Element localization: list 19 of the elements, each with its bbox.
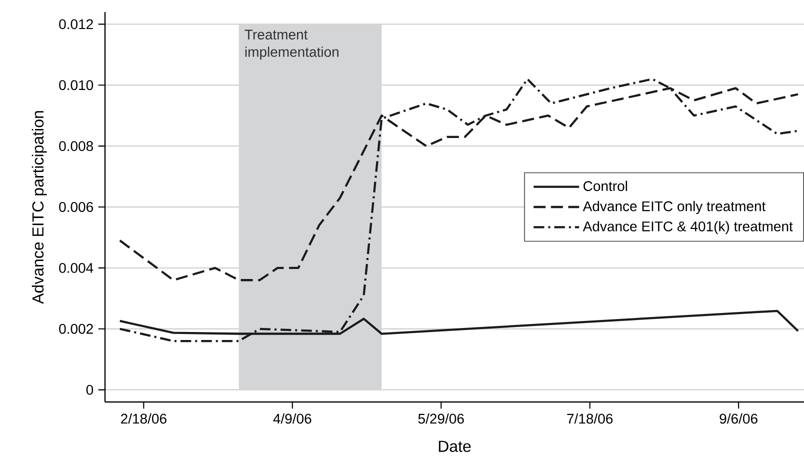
y-axis-title: Advance EITC participation (32, 111, 47, 304)
x-tick-label: 4/9/06 (273, 413, 312, 424)
legend-label: Advance EITC & 401(k) treatment (582, 221, 793, 234)
x-tick-label: 5/29/06 (418, 413, 464, 424)
y-tick-label: 0.004 (59, 262, 94, 273)
y-tick-label: 0.008 (59, 141, 94, 152)
line-series (118, 78, 800, 342)
x-tick-label: 7/18/06 (567, 413, 613, 424)
x-tick-label: 9/6/06 (720, 413, 758, 424)
y-tick-label: 0.012 (59, 19, 93, 30)
x-tick-label: 2/18/06 (121, 413, 166, 424)
legend-label: Control (584, 180, 628, 192)
x-axis-title: Date (438, 440, 471, 452)
band-label: Treatment implementation (244, 30, 338, 60)
y-tick-label: 0.006 (59, 202, 94, 212)
y-tick-label: 0.002 (59, 324, 93, 334)
legend-label: Advance EITC only treatment (582, 200, 766, 214)
y-tick-label: 0.010 (59, 80, 94, 90)
y-tick-label: 0 (86, 384, 94, 395)
